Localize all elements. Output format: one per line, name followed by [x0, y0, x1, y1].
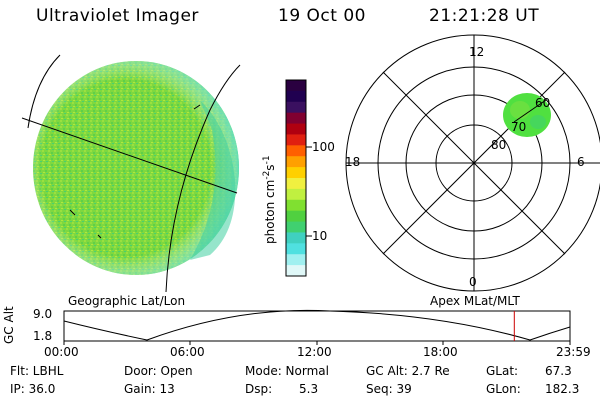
colorbar-segment [286, 80, 306, 92]
dsp-value: 5.3 [299, 382, 319, 396]
colorbar-segment [286, 188, 306, 201]
apex-label: Apex MLat/MLT [430, 294, 520, 308]
geographic-grid [21, 54, 241, 293]
gc-alt-info: GC Alt: 2.7 Re [366, 364, 450, 378]
colorbar-segment [286, 232, 306, 244]
seq-info: Seq: 39 [366, 382, 412, 396]
timeline-tick-2359: 23:59 [556, 345, 591, 359]
colorbar-segment [286, 199, 306, 212]
colorbar-segment [286, 167, 306, 179]
timeline-tick-1800: 18:00 [423, 345, 458, 359]
glon-value: 182.3 [545, 382, 580, 396]
colorbar-tick-10: 10 [312, 229, 328, 243]
glon-label: GLon: [486, 382, 521, 396]
colorbar-segment [286, 210, 306, 223]
earth-image [33, 61, 239, 275]
glat-value: 67.3 [545, 364, 572, 378]
lat-label-80: 80 [491, 138, 507, 152]
timeline-tick-0600: 06:00 [170, 345, 205, 359]
colorbar-segment [286, 134, 306, 146]
colorbar-segment [286, 123, 306, 135]
colorbar-segment [286, 254, 306, 266]
colorbar-segment [286, 101, 306, 114]
gain-info: Gain: 13 [124, 382, 175, 396]
colorbar [286, 80, 306, 277]
colorbar-segment [286, 265, 306, 277]
timeline-ymax: 9.0 [33, 307, 53, 321]
mlt-label-6: 6 [577, 155, 585, 169]
timeline-tick-1200: 12:00 [297, 345, 332, 359]
altitude-timeline [63, 309, 571, 345]
timeline-ylabel: GC Alt [2, 306, 16, 344]
date-label: 19 Oct 00 [278, 6, 366, 26]
ip-info: IP: 36.0 [10, 382, 56, 396]
polar-plot [345, 34, 600, 292]
auroral-spot [503, 93, 551, 137]
geographic-label: Geographic Lat/Lon [68, 294, 186, 308]
colorbar-segment [286, 243, 306, 255]
time-label: 21:21:28 UT [429, 6, 540, 26]
colorbar-unit-label: photon cm-2s-1 [262, 155, 277, 244]
timeline-tick-0000: 00:00 [44, 345, 79, 359]
colorbar-segment [286, 145, 306, 157]
mode-info: Mode: Normal [245, 364, 329, 378]
glat-label: GLat: [486, 364, 519, 378]
colorbar-segment [286, 112, 306, 125]
mlt-label-0: 0 [469, 275, 477, 289]
colorbar-segment [286, 90, 306, 103]
colorbar-tick-100: 100 [312, 140, 335, 154]
mlt-label-18: 18 [345, 155, 361, 169]
filter-info: Flt: LBHL [10, 364, 64, 378]
mlt-label-12: 12 [469, 45, 485, 59]
door-info: Door: Open [124, 364, 193, 378]
dsp-label: Dsp: [245, 382, 273, 396]
colorbar-segment [286, 178, 306, 190]
colorbar-segment [286, 156, 306, 168]
lat-label-70: 70 [511, 120, 527, 134]
colorbar-segment [286, 221, 306, 233]
instrument-title: Ultraviolet Imager [36, 6, 199, 26]
lat-label-60: 60 [535, 96, 551, 110]
timeline-ymin: 1.8 [33, 329, 53, 343]
